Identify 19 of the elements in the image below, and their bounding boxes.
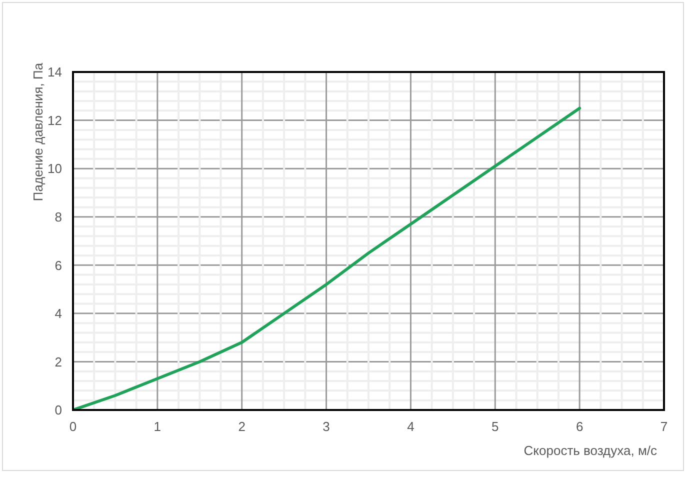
x-tick-label: 6: [576, 419, 584, 434]
y-tick-label: 2: [54, 354, 62, 370]
x-axis-title: Скорость воздуха, м/с: [524, 443, 657, 458]
x-tick-label: 5: [492, 419, 499, 434]
x-tick-label: 1: [154, 419, 162, 434]
y-tick-label: 6: [54, 258, 62, 273]
x-tick-label: 2: [238, 419, 246, 434]
x-tick-label: 4: [407, 419, 414, 434]
y-tick-label: 8: [54, 209, 62, 224]
y-tick-label: 14: [48, 64, 62, 80]
x-tick-label: 7: [660, 419, 668, 434]
x-tick-label: 3: [322, 419, 330, 434]
y-tick-label: 12: [48, 112, 62, 128]
y-tick-label: 0: [54, 402, 62, 418]
line-series: [73, 106, 582, 410]
y-tick-label: 4: [54, 306, 62, 322]
y-axis-title: Падение давления, Па: [30, 62, 46, 202]
y-tick-label: 10: [48, 161, 62, 176]
x-tick-label: 0: [69, 419, 77, 434]
